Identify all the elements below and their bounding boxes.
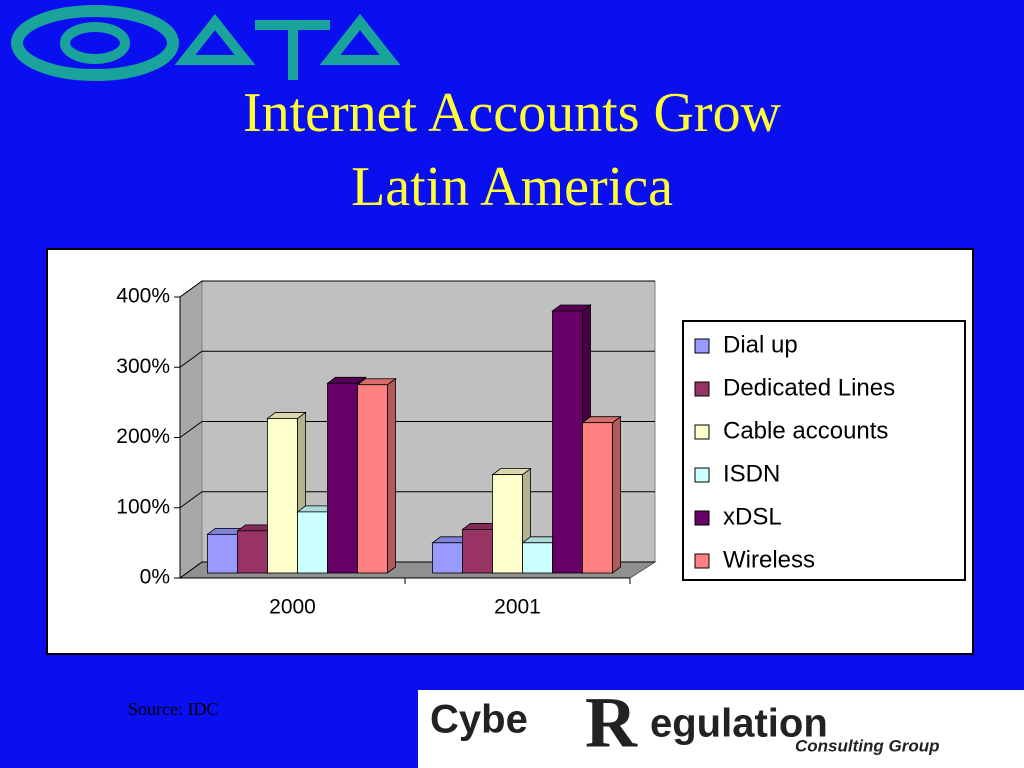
bar [327,382,358,574]
legend-swatch [694,381,710,397]
bar [492,474,523,574]
bar [462,529,493,574]
y-tick-label: 0% [140,566,170,589]
logo-tagline: Consulting Group [795,736,939,755]
bar [297,511,328,574]
bar [552,310,583,574]
bar [522,542,553,574]
legend-label: Dial up [723,331,798,358]
bar-side [612,415,621,574]
logo-text: R [585,683,638,763]
logo-ring [11,5,179,81]
y-tick-label: 200% [116,425,170,448]
bottom-logo [418,690,1024,768]
logo-ring [60,22,130,64]
legend-box [682,320,966,581]
grid-line [179,421,203,438]
grid-line [179,561,203,579]
legend-swatch [694,467,710,483]
legend-label: Wireless [723,546,815,573]
bar [207,533,238,574]
grid-line [179,491,203,509]
bar [237,530,268,574]
legend-label: xDSL [723,503,782,530]
legend-swatch [694,553,710,569]
grid-line [179,350,203,368]
logo-gamma [255,20,330,80]
legend-label: Dedicated Lines [723,374,895,401]
bar [267,418,298,574]
x-tick-label: 2000 [269,596,316,619]
chart: 0% 100% 200% 300% 400% 2000 2001 Dial up Dedicat… [116,280,966,619]
y-tick-label: 300% [116,355,170,378]
logo-text: egulation [650,702,828,746]
grid-line [179,280,203,298]
legend-label: Cable accounts [723,417,888,444]
x-tick-label: 2001 [494,596,541,619]
logo-text: Cybe [430,698,528,742]
bar-side [387,377,396,574]
logo-triangle [174,13,256,65]
source: Source: IDC [128,699,218,719]
legend-swatch [694,424,710,440]
legend-swatch [694,338,710,354]
y-tick-label: 400% [116,285,170,308]
legend-swatch [694,510,710,526]
y-tick-label: 100% [116,495,170,518]
title-line: Internet Accounts Grow [243,82,782,144]
bar [432,542,463,574]
title-line: Latin America [351,156,673,218]
logo-triangle [319,13,401,65]
bar [582,422,613,574]
bar [357,384,388,574]
legend-label: ISDN [723,460,780,487]
top-logo [11,5,401,81]
